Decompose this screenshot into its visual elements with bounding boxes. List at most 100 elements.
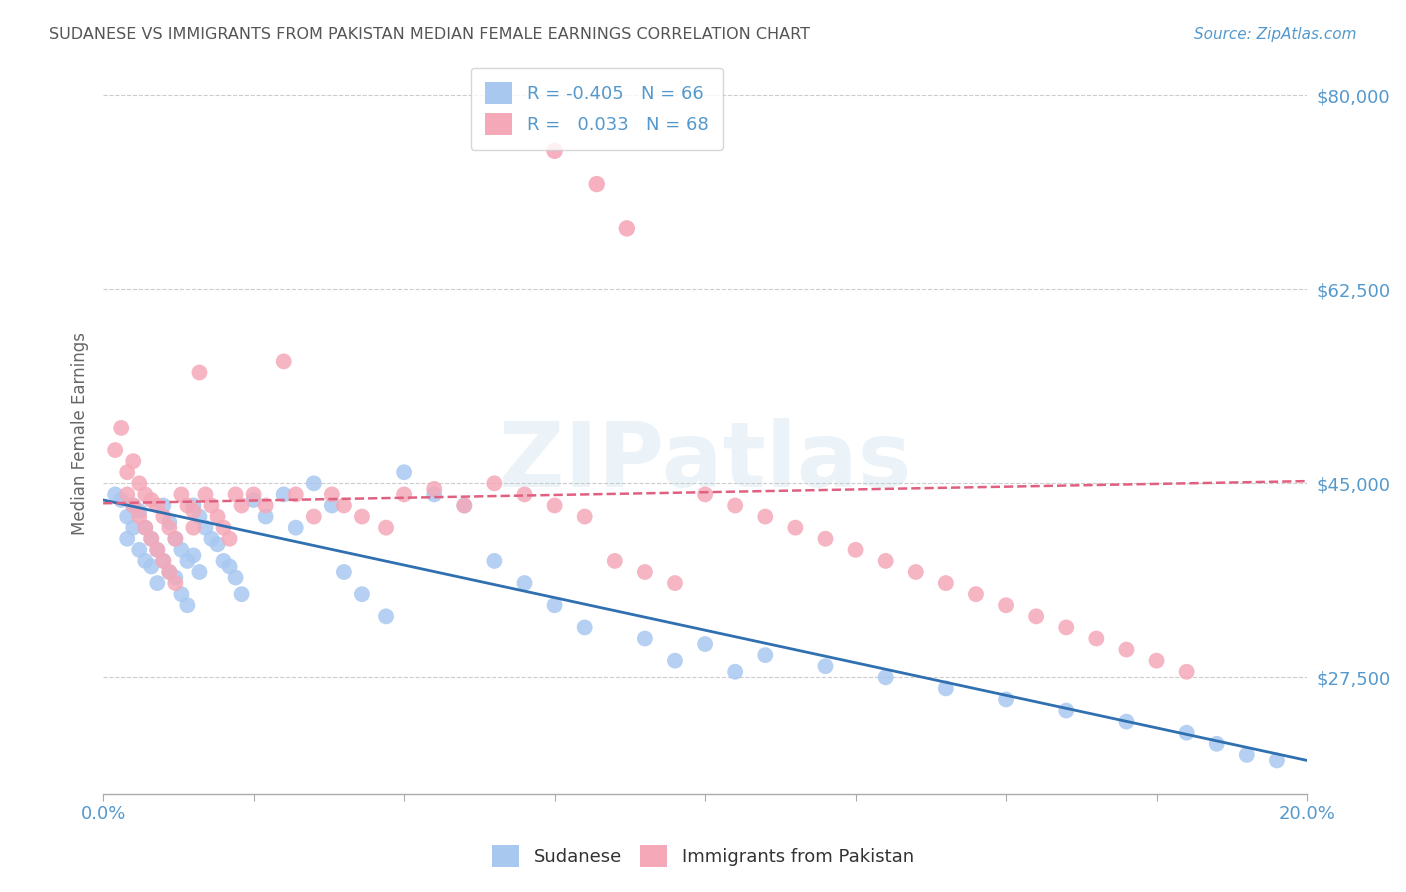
Point [423,482,446,496]
Point [115,509,138,524]
Point [634,565,657,579]
Point [693,637,716,651]
Point [543,144,565,158]
Point [183,504,205,518]
Point [122,499,145,513]
Point [170,487,193,501]
Point [574,509,596,524]
Point [141,492,163,507]
Point [165,532,187,546]
Point [170,587,193,601]
Point [134,487,156,501]
Point [146,576,169,591]
Point [284,521,307,535]
Point [785,521,807,535]
Point [134,521,156,535]
Legend: R = -0.405   N = 66, R =   0.033   N = 68: R = -0.405 N = 66, R = 0.033 N = 68 [471,68,723,150]
Point [200,532,222,546]
Point [115,532,138,546]
Point [484,554,506,568]
Point [183,549,205,563]
Point [176,499,198,513]
Point [134,521,156,535]
Point [845,542,868,557]
Point [110,492,132,507]
Point [176,599,198,613]
Point [122,454,145,468]
Point [122,521,145,535]
Point [231,587,253,601]
Point [188,509,211,524]
Point [484,476,506,491]
Point [664,654,686,668]
Point [115,465,138,479]
Point [995,692,1018,706]
Point [392,487,415,501]
Point [965,587,987,601]
Point [375,609,398,624]
Point [875,554,897,568]
Point [128,542,150,557]
Point [207,537,229,551]
Point [134,554,156,568]
Point [724,665,747,679]
Point [302,476,325,491]
Point [225,570,247,584]
Point [995,599,1018,613]
Point [1175,665,1198,679]
Point [333,565,356,579]
Point [183,499,205,513]
Point [904,565,927,579]
Point [321,487,343,501]
Point [170,542,193,557]
Point [200,499,222,513]
Point [634,632,657,646]
Point [152,509,174,524]
Point [693,487,716,501]
Point [1115,642,1137,657]
Point [574,620,596,634]
Point [543,599,565,613]
Point [664,576,686,591]
Point [875,670,897,684]
Point [543,499,565,513]
Point [128,476,150,491]
Point [128,504,150,518]
Point [1175,725,1198,739]
Point [110,421,132,435]
Point [146,542,169,557]
Point [453,499,475,513]
Point [165,532,187,546]
Point [128,509,150,524]
Point [273,354,295,368]
Point [152,554,174,568]
Point [724,499,747,513]
Point [157,521,180,535]
Point [146,542,169,557]
Point [188,366,211,380]
Point [423,487,446,501]
Point [165,576,187,591]
Point [513,576,536,591]
Point [1146,654,1168,668]
Point [207,509,229,524]
Point [115,487,138,501]
Point [375,521,398,535]
Point [350,587,373,601]
Point [157,515,180,529]
Point [616,221,638,235]
Point [603,554,626,568]
Point [242,487,264,501]
Point [302,509,325,524]
Point [254,509,277,524]
Legend: Sudanese, Immigrants from Pakistan: Sudanese, Immigrants from Pakistan [485,838,921,874]
Text: Source: ZipAtlas.com: Source: ZipAtlas.com [1194,27,1357,42]
Point [165,570,187,584]
Point [218,532,240,546]
Point [146,499,169,513]
Point [141,532,163,546]
Point [321,499,343,513]
Point [453,499,475,513]
Point [1265,753,1288,767]
Point [212,521,235,535]
